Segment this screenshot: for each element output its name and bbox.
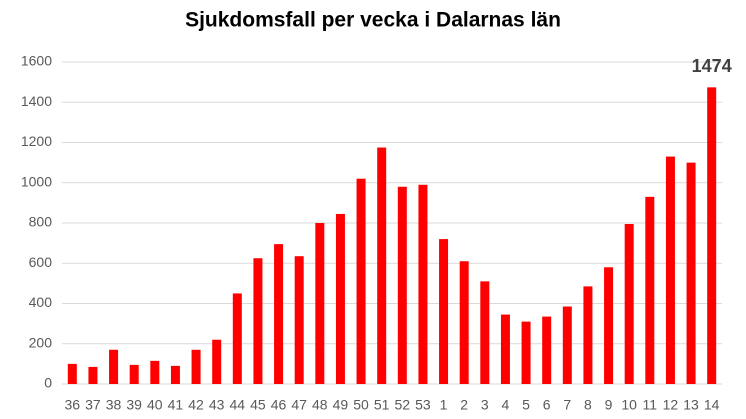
x-tick-label: 49 [333,397,349,413]
bar [439,239,449,384]
x-tick-label: 2 [460,397,468,413]
x-tick-label: 39 [126,397,142,413]
bar [583,286,593,384]
bar [253,258,263,384]
bar [377,147,387,384]
x-tick-label: 13 [683,397,699,413]
y-tick-label: 400 [29,294,53,310]
chart-title: Sjukdomsfall per vecka i Dalarnas län [185,9,561,32]
x-tick-label: 41 [168,397,184,413]
bar [129,364,139,384]
x-tick-label: 7 [563,397,571,413]
x-tick-label: 12 [663,397,679,413]
y-tick-label: 200 [29,334,53,350]
bar [645,196,655,384]
y-tick-label: 1600 [21,53,52,69]
y-tick-label: 800 [29,214,53,230]
bar [604,267,614,384]
x-tick-label: 46 [271,397,287,413]
x-tick-label: 38 [106,397,122,413]
x-tick-label: 53 [415,397,431,413]
y-tick-label: 0 [44,375,52,391]
x-tick-label: 1 [440,397,448,413]
x-tick-label: 48 [312,397,328,413]
x-tick-label: 3 [481,397,489,413]
bar [562,306,572,384]
bar [418,184,428,384]
x-tick-label: 36 [65,397,81,413]
value-label: 1474 [692,56,732,76]
bar [335,213,345,384]
x-tick-label: 14 [704,397,720,413]
bar [232,293,242,384]
bar [191,349,201,384]
bar [521,321,531,384]
x-tick-label: 43 [209,397,225,413]
bar [88,366,98,384]
x-tick-label: 4 [502,397,510,413]
bar [500,314,510,384]
y-tick-label: 1000 [21,173,52,189]
x-tick-label: 44 [230,397,246,413]
x-tick-label: 8 [584,397,592,413]
bar [294,256,304,384]
x-tick-label: 45 [250,397,266,413]
x-tick-label: 42 [188,397,204,413]
bar [315,223,325,384]
x-tick-label: 40 [147,397,163,413]
bar [707,87,717,385]
bar [480,281,490,384]
bar [212,339,222,384]
bar [624,224,634,384]
bar [686,162,696,384]
bar [542,316,552,384]
bar [459,261,469,384]
x-tick-label: 10 [621,397,637,413]
x-tick-label: 52 [395,397,411,413]
bar [397,186,407,384]
x-tick-label: 5 [522,397,530,413]
y-tick-label: 1200 [21,133,52,149]
x-tick-label: 6 [543,397,551,413]
bar [356,178,366,384]
y-tick-label: 600 [29,254,53,270]
bar [170,365,180,384]
y-tick-label: 1400 [21,93,52,109]
bar [274,244,284,384]
x-tick-label: 11 [643,397,658,413]
x-tick-label: 9 [605,397,613,413]
bar [665,156,675,384]
bar [150,360,160,384]
x-tick-label: 47 [291,397,307,413]
x-tick-label: 51 [374,397,390,413]
bar [67,363,77,384]
bar [109,349,119,384]
x-tick-label: 37 [85,397,101,413]
x-tick-label: 50 [353,397,369,413]
